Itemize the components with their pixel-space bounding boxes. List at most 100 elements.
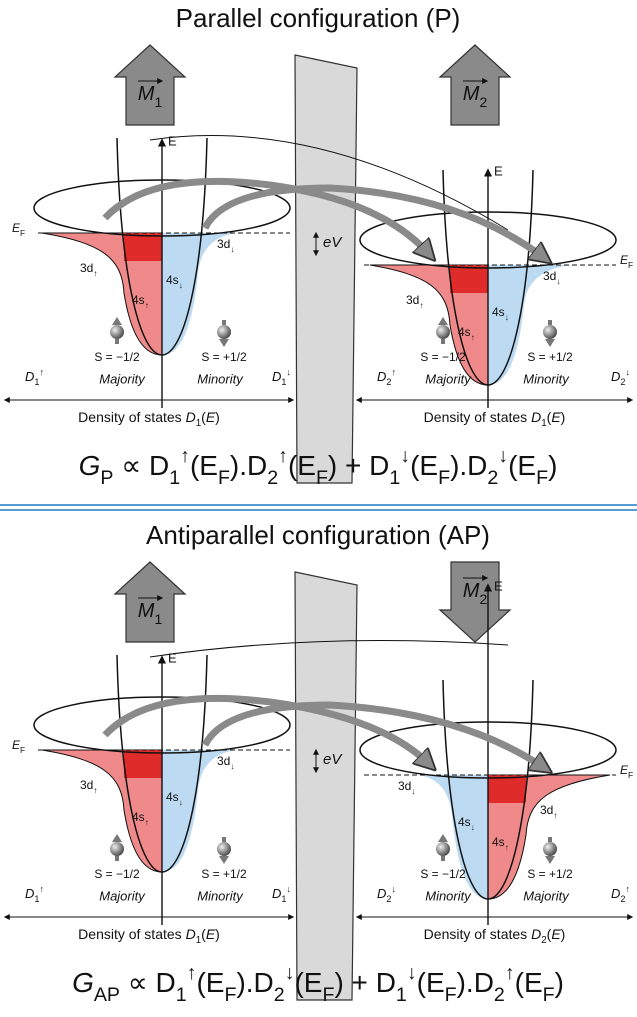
dos-label-part: 2: [620, 894, 625, 904]
equation-part: F: [543, 984, 555, 1006]
dos-label-part: ↓: [286, 884, 291, 894]
lobe-label-part: ↓: [230, 244, 234, 254]
dos-axis-label-part: ): [561, 926, 566, 942]
dos-axis-label-part: ): [215, 409, 220, 425]
lobe-label-part: ↑: [419, 300, 423, 310]
equation-part: F: [322, 984, 334, 1006]
dos-axis-label: Density of states D1(E): [424, 409, 566, 429]
dos-label: D2↑: [611, 884, 630, 904]
dos-label-part: 1: [281, 377, 286, 387]
dos-label-part: ↑: [39, 884, 44, 894]
equation-part: (E: [190, 450, 218, 481]
tunnel-barrier: [295, 572, 357, 1000]
equation-part: ∝ D: [113, 450, 169, 481]
panel-title: Antiparallel configuration (AP): [146, 520, 490, 550]
dos-axis-label-part: Density of states: [78, 926, 185, 942]
equation-part: 2: [274, 984, 285, 1006]
equation-part: ↑: [278, 445, 288, 467]
dos-label-part: D: [25, 886, 34, 901]
dos-label-part: D: [377, 886, 386, 901]
band-label: Majority: [99, 888, 146, 903]
equation-part: P: [100, 467, 113, 489]
band-label: Minority: [197, 371, 244, 386]
orbital-label-part: ↓: [505, 312, 509, 322]
lobe-label-part: 3d: [217, 754, 230, 768]
spin-arrow: [219, 339, 229, 347]
equation-part: F: [445, 984, 457, 1006]
equation-part: ↓: [498, 445, 508, 467]
equation-part: ∝ D: [120, 967, 176, 998]
dos-axis-label-part: D: [186, 409, 196, 425]
equation-part: ).D: [230, 450, 267, 481]
dos-axis-label: Density of states D2(E): [424, 926, 566, 946]
orbital-label-part: ↓: [179, 280, 183, 290]
equation-part: 1: [389, 467, 400, 489]
band-label: Majority: [523, 888, 570, 903]
magnetization-label-part: 2: [479, 591, 487, 607]
dos-axis-label-part: Density of states: [78, 409, 185, 425]
orbital-label-part: ↑: [505, 842, 509, 852]
band-overlap: [124, 750, 162, 778]
band-label: Minority: [425, 888, 472, 903]
band-overlap: [450, 265, 488, 293]
spin-ball: [543, 842, 557, 856]
spin-label: S = +1/2: [201, 350, 247, 364]
equation-part: ): [555, 967, 564, 998]
dos-label-part: 1: [281, 894, 286, 904]
equation-part: (E: [417, 967, 445, 998]
dos-label-part: ↓: [286, 367, 291, 377]
spin-label: S = +1/2: [527, 867, 573, 881]
dos-label: D2↓: [377, 884, 396, 904]
band-overlap: [124, 233, 162, 261]
orbital-label-part: ↓: [471, 822, 475, 832]
bias-label: eV: [323, 234, 343, 251]
orbital-label-part: 4s: [166, 790, 179, 804]
lobe-label-part: ↑: [553, 810, 557, 820]
dos-label: D2↓: [611, 367, 630, 387]
dos-axis-label-part: Density of states: [424, 409, 531, 425]
fermi-label-part: F: [20, 228, 25, 238]
lobe-label-part: 3d: [543, 269, 556, 283]
orbital-label-part: ↑: [471, 332, 475, 342]
equation-part: ) + D: [328, 450, 389, 481]
lobe-label-part: 3d: [217, 237, 230, 251]
spin-ball: [110, 842, 124, 856]
spin-ball: [436, 325, 450, 339]
equation-part: (E: [196, 967, 224, 998]
fermi-label: EF: [12, 221, 25, 238]
band-overlap: [488, 775, 526, 803]
spin-label: S = +1/2: [201, 867, 247, 881]
equation-part: 2: [487, 467, 498, 489]
spin-label: S = −1/2: [420, 867, 466, 881]
equation-part: (E: [515, 967, 543, 998]
spin-ball: [217, 325, 231, 339]
dos-axis-label-part: D: [186, 926, 196, 942]
lobe-label-part: 3d: [406, 293, 419, 307]
equation-part: (E: [410, 450, 438, 481]
dos-label-part: 1: [34, 894, 39, 904]
equation-part: (E: [288, 450, 316, 481]
equation-part: 1: [169, 467, 180, 489]
dos-label: D1↓: [272, 884, 291, 904]
dos-label-part: D: [272, 369, 281, 384]
equation-part: 1: [396, 984, 407, 1006]
tunnel-arrow: [205, 705, 543, 767]
dos-label-part: D: [25, 369, 34, 384]
equation-part: ↓: [400, 445, 410, 467]
dos-label-part: ↑: [391, 367, 396, 377]
equation-part: F: [224, 984, 236, 1006]
dos-label-part: D: [377, 369, 386, 384]
spin-ball: [110, 325, 124, 339]
fermi-label-part: F: [20, 745, 25, 755]
lobe-label-part: 3d: [398, 779, 411, 793]
dos-label-part: 2: [386, 894, 391, 904]
dos-label: D2↑: [377, 367, 396, 387]
magnetization-label-part: M: [138, 83, 155, 105]
dos-axis-label-part: ): [561, 409, 566, 425]
magnetization-label-part: 2: [479, 94, 487, 110]
spin-arrow: [438, 834, 448, 842]
spin-label: S = −1/2: [420, 350, 466, 364]
lobe-label: 3d↓: [217, 237, 235, 254]
dos-label-part: 2: [620, 377, 625, 387]
dos-label-part: ↑: [39, 367, 44, 377]
